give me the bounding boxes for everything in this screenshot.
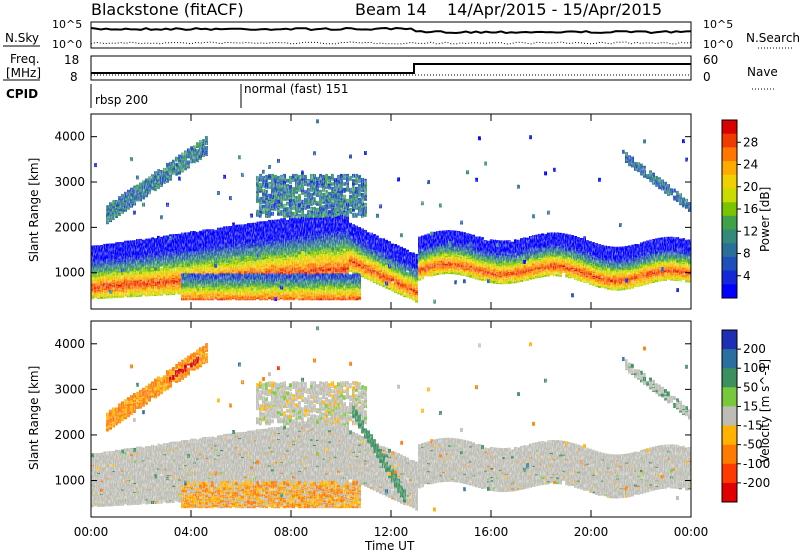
beam-label: Beam 14	[355, 0, 427, 19]
n-sky-panel	[91, 22, 691, 48]
freq-tick-top: 18	[64, 53, 79, 67]
n-search-label: N.Search	[746, 31, 800, 45]
nave-label: Nave	[747, 65, 778, 79]
n-tick-right-top: 10^5	[703, 18, 733, 31]
nave-tick-bottom: 0	[703, 70, 711, 84]
n-tick-right-bottom: 10^0	[703, 38, 733, 51]
n-tick-left-bottom: 10^0	[52, 38, 82, 51]
n-tick-left-top: 10^5	[52, 18, 82, 31]
freq-label: Freq.	[10, 52, 40, 66]
freq-unit-label: [MHz]	[6, 66, 41, 80]
cpid-label: CPID	[6, 87, 38, 101]
n-sky-label: N.Sky	[5, 31, 39, 45]
date-range: 14/Apr/2015 - 15/Apr/2015	[447, 0, 662, 19]
freq-panel	[91, 56, 691, 80]
station-title: Blackstone (fitACF)	[91, 0, 244, 19]
nave-tick-top: 60	[703, 53, 718, 67]
freq-tick-bottom: 8	[70, 70, 78, 84]
cpid-segment-rbsp: rbsp 200	[95, 93, 148, 107]
cpid-segment-normal: normal (fast) 151	[244, 82, 348, 96]
